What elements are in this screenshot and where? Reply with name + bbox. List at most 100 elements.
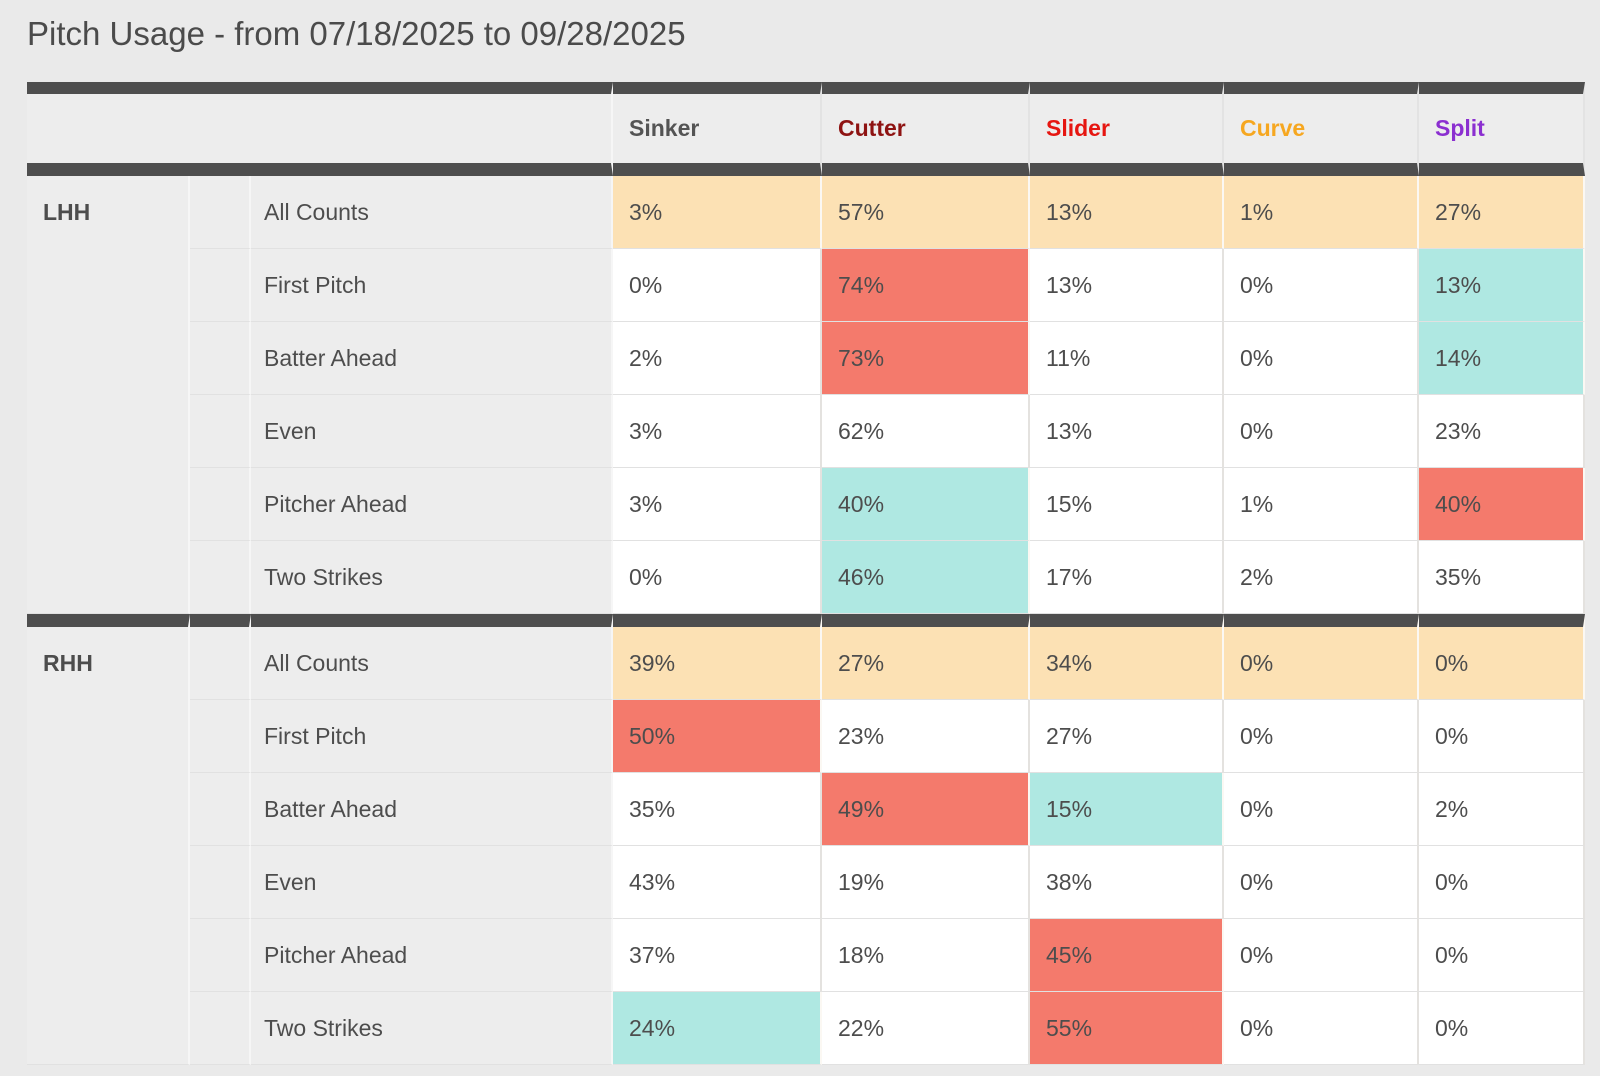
- table-row-lhh-two-strikes: Two Strikes 0% 46% 17% 2% 35%: [27, 541, 1585, 614]
- count-label-rhh-pitcher-ahead: Pitcher Ahead: [251, 919, 613, 992]
- value-cell-lhh-first-pitch-curve: 0%: [1224, 249, 1419, 322]
- value-cell-lhh-first-pitch-slider: 13%: [1030, 249, 1224, 322]
- column-header-slider: Slider: [1030, 82, 1224, 176]
- value-cell-lhh-even-sinker: 3%: [613, 395, 822, 468]
- table-row-rhh-even: Even 43% 19% 38% 0% 0%: [27, 846, 1585, 919]
- column-header-curve: Curve: [1224, 82, 1419, 176]
- table-row-lhh-all-counts: LHH All Counts 3% 57% 13% 1% 27%: [27, 176, 1585, 614]
- value-cell-rhh-batter-ahead-curve: 0%: [1224, 773, 1419, 846]
- group-label-rhh: RHH: [27, 614, 190, 1065]
- value-cell-rhh-all-counts-sinker: 39%: [613, 614, 822, 700]
- value-cell-lhh-two-strikes-split: 35%: [1419, 541, 1585, 614]
- spacer-cell: [190, 700, 251, 773]
- group-label-lhh: LHH: [27, 176, 190, 614]
- value-cell-lhh-batter-ahead-sinker: 2%: [613, 322, 822, 395]
- header-row: Sinker Cutter Slider Curve Split: [27, 82, 1585, 176]
- value-cell-lhh-all-counts-curve: 1%: [1224, 176, 1419, 249]
- table-row-lhh-even: Even 3% 62% 13% 0% 23%: [27, 395, 1585, 468]
- table-row-lhh-batter-ahead: Batter Ahead 2% 73% 11% 0% 14%: [27, 322, 1585, 395]
- pitch-usage-table: Sinker Cutter Slider Curve Split LHH All …: [27, 82, 1585, 1065]
- value-cell-lhh-first-pitch-split: 13%: [1419, 249, 1585, 322]
- value-cell-lhh-two-strikes-slider: 17%: [1030, 541, 1224, 614]
- count-label-lhh-even: Even: [251, 395, 613, 468]
- value-cell-rhh-batter-ahead-slider: 15%: [1030, 773, 1224, 846]
- value-cell-rhh-even-sinker: 43%: [613, 846, 822, 919]
- value-cell-lhh-even-slider: 13%: [1030, 395, 1224, 468]
- count-label-lhh-all-counts: All Counts: [251, 176, 613, 249]
- value-cell-rhh-all-counts-slider: 34%: [1030, 614, 1224, 700]
- value-cell-lhh-two-strikes-curve: 2%: [1224, 541, 1419, 614]
- value-cell-lhh-batter-ahead-curve: 0%: [1224, 322, 1419, 395]
- value-cell-rhh-pitcher-ahead-sinker: 37%: [613, 919, 822, 992]
- value-cell-rhh-even-curve: 0%: [1224, 846, 1419, 919]
- count-label-lhh-two-strikes: Two Strikes: [251, 541, 613, 614]
- value-cell-rhh-all-counts-split: 0%: [1419, 614, 1585, 700]
- value-cell-rhh-pitcher-ahead-slider: 45%: [1030, 919, 1224, 992]
- spacer-cell: [190, 992, 251, 1065]
- value-cell-lhh-pitcher-ahead-curve: 1%: [1224, 468, 1419, 541]
- value-cell-rhh-two-strikes-curve: 0%: [1224, 992, 1419, 1065]
- count-label-rhh-two-strikes: Two Strikes: [251, 992, 613, 1065]
- corner-header-cell: [27, 82, 613, 176]
- value-cell-lhh-even-split: 23%: [1419, 395, 1585, 468]
- value-cell-lhh-first-pitch-sinker: 0%: [613, 249, 822, 322]
- value-cell-rhh-even-cutter: 19%: [822, 846, 1030, 919]
- spacer-cell: [190, 176, 251, 249]
- count-label-lhh-first-pitch: First Pitch: [251, 249, 613, 322]
- value-cell-rhh-pitcher-ahead-split: 0%: [1419, 919, 1585, 992]
- value-cell-rhh-two-strikes-slider: 55%: [1030, 992, 1224, 1065]
- value-cell-rhh-two-strikes-sinker: 24%: [613, 992, 822, 1065]
- count-label-lhh-pitcher-ahead: Pitcher Ahead: [251, 468, 613, 541]
- spacer-cell: [190, 468, 251, 541]
- value-cell-lhh-two-strikes-cutter: 46%: [822, 541, 1030, 614]
- value-cell-rhh-even-split: 0%: [1419, 846, 1585, 919]
- count-label-lhh-batter-ahead: Batter Ahead: [251, 322, 613, 395]
- column-header-split: Split: [1419, 82, 1585, 176]
- value-cell-lhh-even-cutter: 62%: [822, 395, 1030, 468]
- table-row-rhh-two-strikes: Two Strikes 24% 22% 55% 0% 0%: [27, 992, 1585, 1065]
- table-row-rhh-pitcher-ahead: Pitcher Ahead 37% 18% 45% 0% 0%: [27, 919, 1585, 992]
- spacer-cell: [190, 541, 251, 614]
- value-cell-rhh-first-pitch-cutter: 23%: [822, 700, 1030, 773]
- table-row-rhh-batter-ahead: Batter Ahead 35% 49% 15% 0% 2%: [27, 773, 1585, 846]
- value-cell-lhh-pitcher-ahead-cutter: 40%: [822, 468, 1030, 541]
- value-cell-lhh-batter-ahead-slider: 11%: [1030, 322, 1224, 395]
- value-cell-rhh-first-pitch-curve: 0%: [1224, 700, 1419, 773]
- value-cell-lhh-all-counts-slider: 13%: [1030, 176, 1224, 249]
- value-cell-lhh-pitcher-ahead-sinker: 3%: [613, 468, 822, 541]
- table-row-lhh-pitcher-ahead: Pitcher Ahead 3% 40% 15% 1% 40%: [27, 468, 1585, 541]
- table-row-lhh-first-pitch: First Pitch 0% 74% 13% 0% 13%: [27, 249, 1585, 322]
- spacer-cell: [190, 249, 251, 322]
- count-label-rhh-all-counts: All Counts: [251, 614, 613, 700]
- value-cell-rhh-first-pitch-sinker: 50%: [613, 700, 822, 773]
- value-cell-lhh-all-counts-cutter: 57%: [822, 176, 1030, 249]
- table-header: Sinker Cutter Slider Curve Split: [27, 82, 1585, 176]
- value-cell-lhh-all-counts-sinker: 3%: [613, 176, 822, 249]
- value-cell-rhh-batter-ahead-split: 2%: [1419, 773, 1585, 846]
- value-cell-rhh-two-strikes-cutter: 22%: [822, 992, 1030, 1065]
- page-title: Pitch Usage - from 07/18/2025 to 09/28/2…: [27, 15, 686, 52]
- table-row-rhh-first-pitch: First Pitch 50% 23% 27% 0% 0%: [27, 700, 1585, 773]
- spacer-cell: [190, 395, 251, 468]
- value-cell-lhh-even-curve: 0%: [1224, 395, 1419, 468]
- count-label-rhh-first-pitch: First Pitch: [251, 700, 613, 773]
- spacer-cell: [190, 614, 251, 700]
- value-cell-lhh-pitcher-ahead-split: 40%: [1419, 468, 1585, 541]
- spacer-cell: [190, 919, 251, 992]
- value-cell-rhh-pitcher-ahead-curve: 0%: [1224, 919, 1419, 992]
- value-cell-lhh-first-pitch-cutter: 74%: [822, 249, 1030, 322]
- spacer-cell: [190, 773, 251, 846]
- value-cell-rhh-all-counts-curve: 0%: [1224, 614, 1419, 700]
- count-label-rhh-batter-ahead: Batter Ahead: [251, 773, 613, 846]
- value-cell-lhh-pitcher-ahead-slider: 15%: [1030, 468, 1224, 541]
- value-cell-rhh-two-strikes-split: 0%: [1419, 992, 1585, 1065]
- value-cell-rhh-pitcher-ahead-cutter: 18%: [822, 919, 1030, 992]
- table-row-rhh-all-counts: RHH All Counts 39% 27% 34% 0% 0%: [27, 614, 1585, 1065]
- table-body: LHH All Counts 3% 57% 13% 1% 27% First Pitch 0% 7…: [27, 176, 1585, 1065]
- column-header-cutter: Cutter: [822, 82, 1030, 176]
- value-cell-rhh-even-slider: 38%: [1030, 846, 1224, 919]
- value-cell-rhh-first-pitch-slider: 27%: [1030, 700, 1224, 773]
- value-cell-rhh-all-counts-cutter: 27%: [822, 614, 1030, 700]
- value-cell-rhh-batter-ahead-cutter: 49%: [822, 773, 1030, 846]
